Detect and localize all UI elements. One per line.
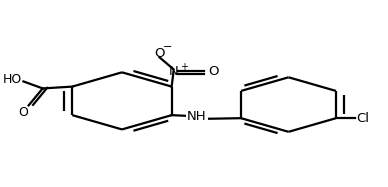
Text: N: N: [169, 65, 178, 78]
Text: O: O: [18, 106, 28, 119]
Text: O: O: [209, 65, 219, 78]
Text: −: −: [163, 42, 172, 52]
Text: +: +: [180, 62, 188, 72]
Text: O: O: [154, 47, 165, 60]
Text: Cl: Cl: [356, 112, 369, 125]
Text: NH: NH: [187, 110, 207, 122]
Text: HO: HO: [2, 73, 22, 86]
